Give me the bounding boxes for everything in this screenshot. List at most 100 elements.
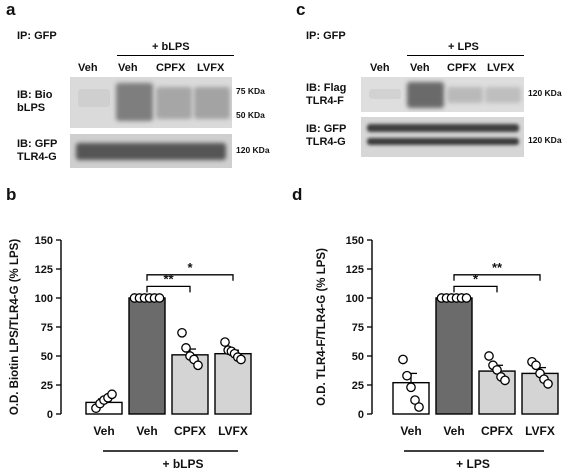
significance-bracket bbox=[146, 285, 191, 293]
y-tick-label: 150 bbox=[346, 235, 364, 247]
y-tick-label: 100 bbox=[35, 293, 53, 305]
blot-band bbox=[485, 87, 521, 103]
panel-a-blot-tlr4-g bbox=[70, 134, 232, 168]
data-point bbox=[492, 365, 502, 375]
panel-c-mw-120b: 120 KDa bbox=[528, 135, 562, 145]
panel-c-ip-label: IP: GFP bbox=[306, 30, 346, 42]
category-label: Veh bbox=[443, 424, 464, 438]
data-point bbox=[236, 354, 246, 365]
significance-label: * bbox=[187, 260, 193, 275]
significance-bracket bbox=[146, 274, 234, 281]
blot-band bbox=[156, 87, 192, 119]
significance-label: ** bbox=[492, 260, 503, 275]
panel-c-blot-tlr4-g bbox=[361, 117, 524, 157]
data-point bbox=[154, 293, 165, 303]
panel-a-blot1-label-1: IB: Bio bbox=[17, 89, 53, 101]
y-axis-label: O.D. TLR4-F/TLR4-G (% LPS) bbox=[316, 248, 328, 406]
y-tick-label: 25 bbox=[352, 380, 364, 392]
y-axis-label: O.D. Biotin LPS/TLR4-G (% LPS) bbox=[9, 239, 21, 416]
data-point bbox=[181, 343, 191, 353]
category-label: LVFX bbox=[218, 424, 248, 438]
panel-c-lane-cpfx: CPFX bbox=[447, 62, 477, 74]
panel-letter-c: c bbox=[296, 0, 306, 19]
panel-c-lane-veh-1: Veh bbox=[370, 62, 390, 74]
bar bbox=[171, 354, 209, 415]
category-label: CPFX bbox=[174, 424, 206, 438]
panel-c-lane-lvfx: LVFX bbox=[487, 62, 515, 74]
blot-band bbox=[78, 89, 110, 107]
panel-c-mw-120a: 120 KDa bbox=[528, 88, 562, 98]
bar bbox=[435, 297, 473, 415]
panel-a-lane-veh-2: Veh bbox=[118, 62, 138, 74]
panel-a-treatment-label: + bLPS bbox=[152, 41, 190, 53]
panel-letter-d: d bbox=[292, 185, 303, 204]
blot-band bbox=[367, 124, 519, 132]
y-tick-label: 125 bbox=[346, 264, 364, 276]
data-point bbox=[193, 360, 203, 371]
significance-bracket bbox=[453, 285, 498, 293]
y-tick-label: 75 bbox=[352, 322, 364, 334]
category-label: Veh bbox=[400, 424, 421, 438]
data-point bbox=[220, 337, 230, 347]
panel-letter-b: b bbox=[6, 185, 17, 204]
panel-a-mw-75: 75 KDa bbox=[236, 86, 265, 96]
bar bbox=[128, 297, 166, 415]
panel-a-blot1-label-2: bLPS bbox=[17, 102, 46, 114]
y-tick-label: 75 bbox=[41, 322, 53, 334]
category-label: LVFX bbox=[525, 424, 555, 438]
significance-label: * bbox=[473, 271, 479, 286]
significance-bracket bbox=[453, 274, 541, 281]
y-tick-label: 150 bbox=[35, 235, 53, 247]
data-point bbox=[461, 293, 472, 303]
blot-band bbox=[76, 143, 226, 160]
data-point bbox=[484, 351, 494, 361]
data-point bbox=[398, 354, 408, 365]
blot-band bbox=[447, 87, 483, 103]
panel-a-blot2-label-1: IB: GFP bbox=[17, 138, 58, 150]
panel-letter-a: a bbox=[6, 0, 16, 19]
panel-c-lane-veh-2: Veh bbox=[410, 62, 430, 74]
panel-c-treatment-label: + LPS bbox=[448, 41, 479, 53]
panel-a-mw-50: 50 KDa bbox=[236, 110, 265, 120]
group-label: + LPS bbox=[456, 457, 490, 471]
panel-a-blot2-label-2: TLR4-G bbox=[17, 151, 57, 163]
data-point bbox=[402, 370, 412, 381]
panel-a-lane-veh-1: Veh bbox=[78, 62, 98, 74]
y-tick-label: 0 bbox=[358, 409, 364, 421]
blot-band bbox=[194, 87, 230, 119]
data-point bbox=[543, 378, 553, 389]
panel-c-blot2-label-2: TLR4-G bbox=[306, 136, 346, 148]
y-tick-label: 50 bbox=[352, 351, 364, 363]
y-tick-label: 100 bbox=[346, 293, 364, 305]
data-point bbox=[406, 382, 416, 393]
y-tick-label: 125 bbox=[35, 264, 53, 276]
data-point bbox=[177, 327, 187, 338]
panel-c-blot1-label-2: TLR4-F bbox=[306, 95, 344, 107]
data-point bbox=[500, 375, 510, 386]
significance-label: ** bbox=[163, 271, 174, 286]
blot-band bbox=[116, 83, 153, 121]
panel-c-treatment-bracket bbox=[407, 55, 524, 56]
panel-a-blot-biotin-lps bbox=[70, 77, 232, 128]
panel-c-blot2-label-1: IB: GFP bbox=[306, 123, 347, 135]
category-label: CPFX bbox=[481, 424, 513, 438]
panel-a-treatment-bracket bbox=[117, 55, 234, 56]
panel-c-blot-tlr4-f bbox=[361, 77, 524, 112]
panel-a-lane-cpfx: CPFX bbox=[156, 62, 186, 74]
y-tick-label: 25 bbox=[41, 380, 53, 392]
panel-a-mw-120: 120 KDa bbox=[236, 145, 270, 155]
data-point bbox=[410, 395, 420, 405]
panel-a-ip-label: IP: GFP bbox=[17, 30, 57, 42]
category-label: Veh bbox=[93, 424, 114, 438]
group-label: + bLPS bbox=[162, 457, 203, 471]
y-tick-label: 50 bbox=[41, 351, 53, 363]
y-tick-label: 0 bbox=[47, 409, 53, 421]
panel-c-blot1-label-1: IB: Flag bbox=[306, 82, 347, 94]
blot-band bbox=[367, 138, 519, 145]
panel-a-lane-lvfx: LVFX bbox=[197, 62, 225, 74]
data-point bbox=[414, 402, 424, 412]
blot-band bbox=[407, 82, 444, 108]
data-point bbox=[531, 360, 541, 371]
bar bbox=[214, 352, 252, 415]
